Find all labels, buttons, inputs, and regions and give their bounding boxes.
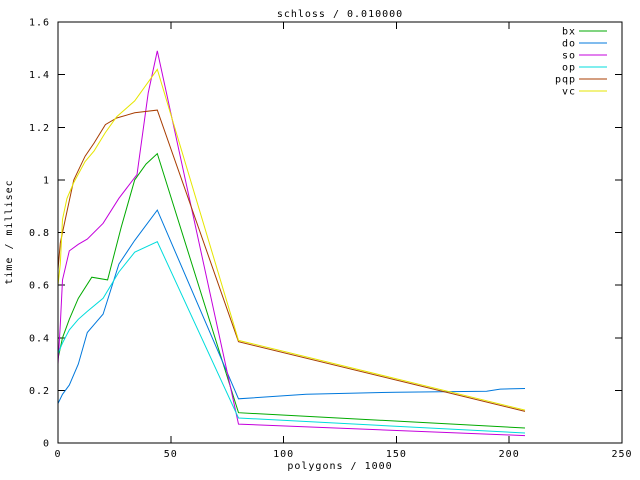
series-line-pqp xyxy=(57,109,526,412)
x-tick-label: 100 xyxy=(273,449,294,460)
y-tick-label: 0 xyxy=(43,439,50,450)
chart-title: schloss / 0.010000 xyxy=(277,9,403,20)
legend-label-do: do xyxy=(562,39,576,50)
legend-label-so: so xyxy=(562,51,576,62)
x-tick-label: 0 xyxy=(54,449,61,460)
y-tick-label: 0.4 xyxy=(29,333,50,344)
y-tick-label: 1.4 xyxy=(29,70,50,81)
series-line-op xyxy=(57,241,526,434)
y-tick-label: 1.2 xyxy=(29,123,50,134)
legend-label-op: op xyxy=(562,63,576,74)
plot-border xyxy=(57,21,623,444)
series-line-so xyxy=(57,50,526,437)
y-axis-label: time / millisec xyxy=(4,179,15,284)
x-tick-label: 150 xyxy=(386,449,407,460)
y-tick-label: 1.6 xyxy=(29,18,50,29)
x-axis-label: polygons / 1000 xyxy=(287,461,392,472)
legend-label-vc: vc xyxy=(562,87,576,98)
y-tick-label: 0.6 xyxy=(29,281,50,292)
y-tick-label: 0.8 xyxy=(29,228,50,239)
legend-label-bx: bx xyxy=(562,27,576,38)
x-tick-label: 50 xyxy=(164,449,178,460)
data-series xyxy=(57,50,526,437)
legend-label-pqp: pqp xyxy=(555,75,576,86)
x-tick-label: 250 xyxy=(611,449,632,460)
y-tick-label: 1 xyxy=(43,175,50,186)
y-tick-label: 0.2 xyxy=(29,386,50,397)
series-line-do xyxy=(57,209,526,404)
series-line-vc xyxy=(57,68,526,411)
x-tick-label: 200 xyxy=(499,449,520,460)
series-line-bx xyxy=(57,152,526,429)
